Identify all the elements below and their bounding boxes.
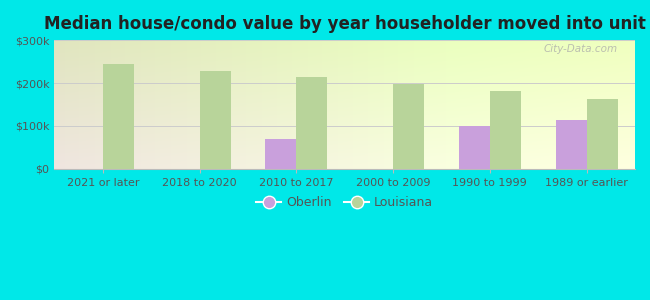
Bar <box>265 139 296 169</box>
Bar <box>393 84 424 169</box>
Bar <box>296 77 328 169</box>
Legend: Oberlin, Louisiana: Oberlin, Louisiana <box>251 191 438 214</box>
Title: Median house/condo value by year householder moved into unit: Median house/condo value by year househo… <box>44 15 645 33</box>
Bar <box>200 71 231 169</box>
Bar <box>459 126 490 169</box>
Bar <box>103 64 134 169</box>
Bar <box>556 120 586 169</box>
Bar <box>586 99 618 169</box>
Bar <box>490 91 521 169</box>
Text: City-Data.com: City-Data.com <box>543 44 618 54</box>
